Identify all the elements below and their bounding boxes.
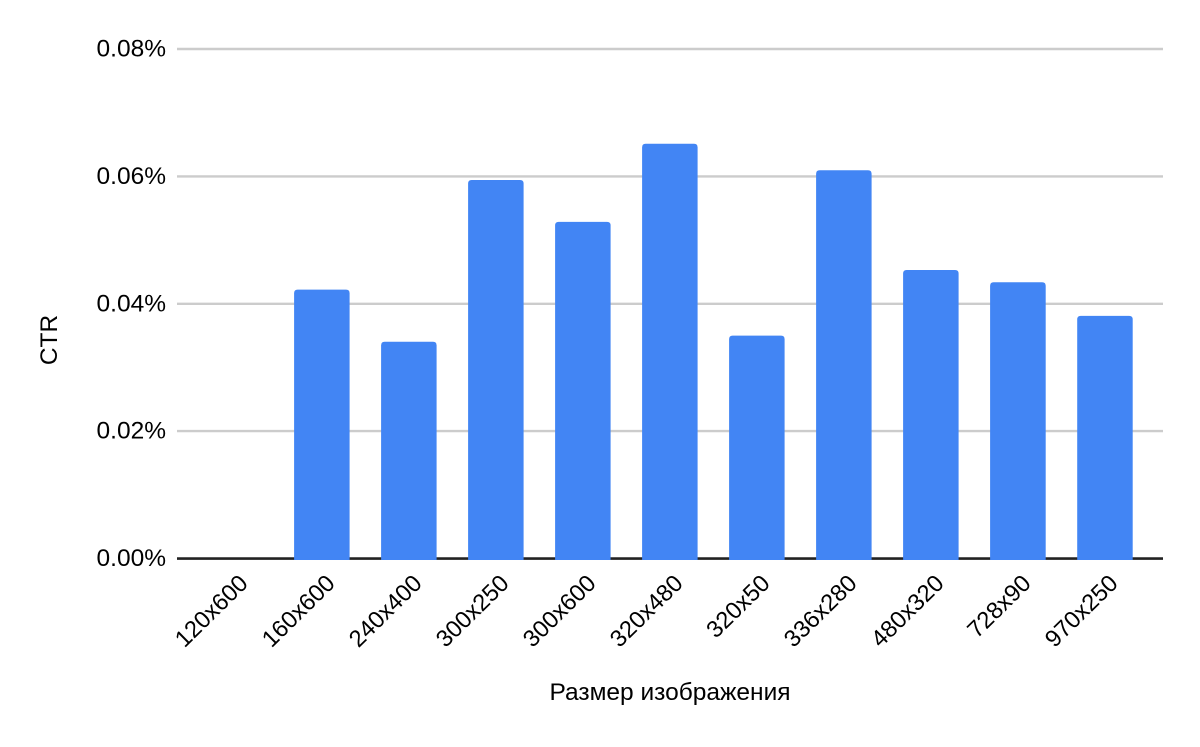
svg-text:0.00%: 0.00% xyxy=(97,545,166,572)
svg-text:CTR: CTR xyxy=(36,315,63,365)
svg-text:0.04%: 0.04% xyxy=(97,290,166,317)
svg-text:0.06%: 0.06% xyxy=(97,163,166,190)
svg-text:0.02%: 0.02% xyxy=(97,418,166,445)
svg-text:0.08%: 0.08% xyxy=(97,36,166,63)
svg-text:Размер изображения: Размер изображения xyxy=(549,679,790,706)
